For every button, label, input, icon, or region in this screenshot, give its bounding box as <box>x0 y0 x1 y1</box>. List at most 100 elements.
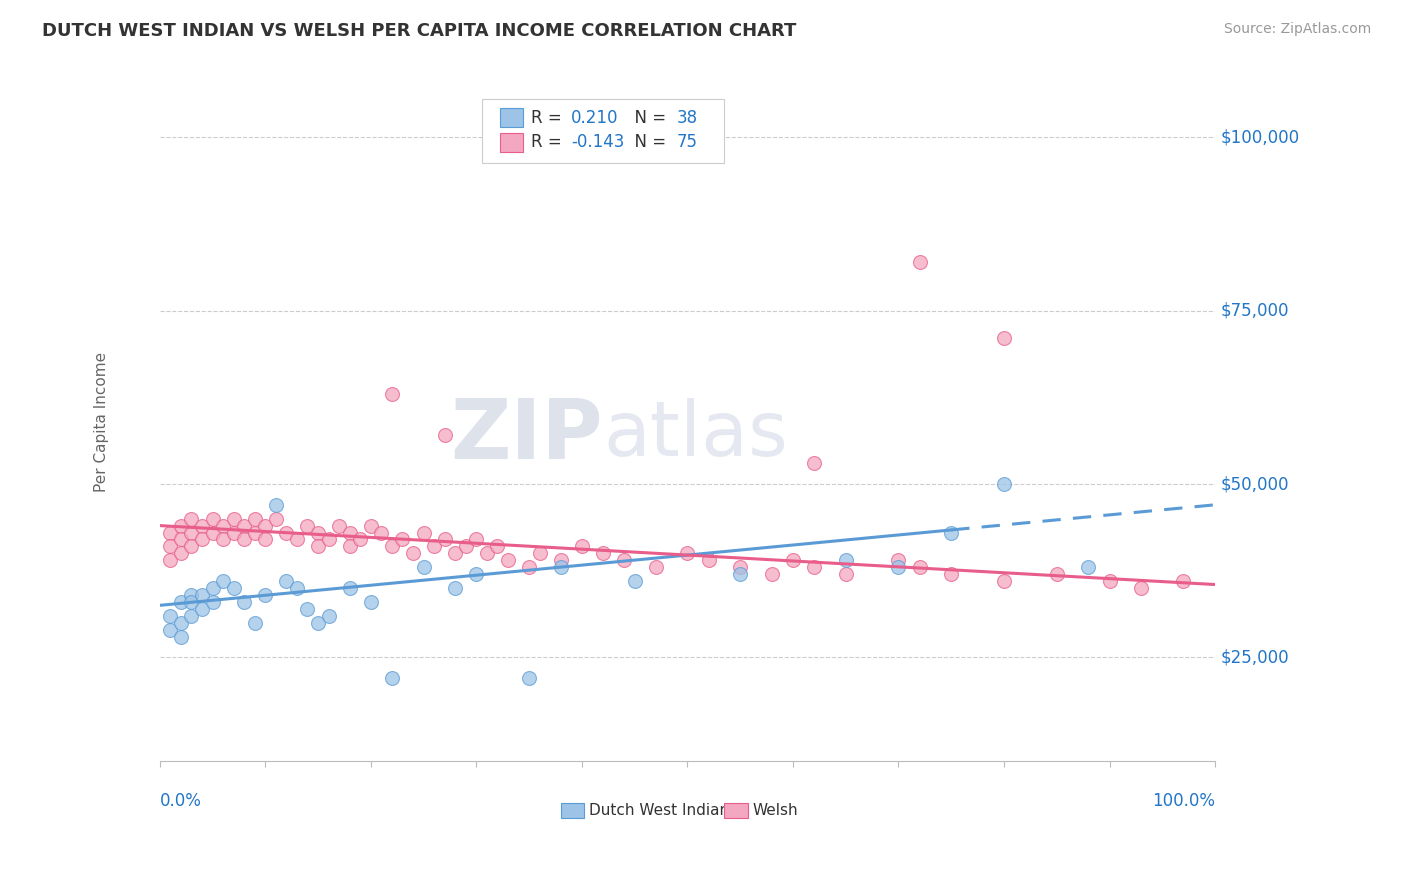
Point <box>180 525 202 540</box>
Point <box>370 525 392 540</box>
Point <box>908 560 931 574</box>
Point <box>170 518 193 533</box>
Point <box>1130 581 1153 595</box>
Point <box>908 255 931 269</box>
Point <box>254 588 277 602</box>
Bar <box>724 804 748 818</box>
Point <box>486 540 509 554</box>
Point <box>212 533 235 547</box>
Text: atlas: atlas <box>603 398 787 472</box>
Point <box>391 533 413 547</box>
Text: 0.210: 0.210 <box>571 109 619 127</box>
Bar <box>499 133 523 152</box>
Point <box>191 518 214 533</box>
Point <box>307 540 329 554</box>
Point <box>349 533 371 547</box>
Point <box>433 428 456 442</box>
Point <box>941 525 963 540</box>
Point <box>444 581 467 595</box>
Point <box>285 581 308 595</box>
Point <box>550 560 572 574</box>
Point <box>803 560 825 574</box>
Point <box>1173 574 1195 588</box>
Text: N =: N = <box>624 134 672 152</box>
Point <box>201 581 224 595</box>
Point <box>339 581 361 595</box>
Point <box>360 518 382 533</box>
Text: 100.0%: 100.0% <box>1152 792 1215 810</box>
Point <box>180 608 202 623</box>
Point <box>423 540 446 554</box>
Point <box>264 511 287 525</box>
Point <box>170 595 193 609</box>
Point <box>761 567 783 582</box>
Point <box>1046 567 1069 582</box>
Point <box>243 511 266 525</box>
Point <box>328 518 350 533</box>
Bar <box>499 109 523 128</box>
Text: 0.0%: 0.0% <box>160 792 201 810</box>
Point <box>517 560 540 574</box>
Point <box>285 533 308 547</box>
Point <box>191 533 214 547</box>
Point <box>412 560 434 574</box>
Text: 38: 38 <box>676 109 697 127</box>
Point <box>159 525 181 540</box>
Point <box>233 595 256 609</box>
Point <box>993 574 1015 588</box>
Point <box>529 546 551 560</box>
Point <box>191 588 214 602</box>
Text: R =: R = <box>531 109 567 127</box>
Point <box>180 511 202 525</box>
Point <box>993 331 1015 345</box>
Point <box>222 581 245 595</box>
Point <box>623 574 645 588</box>
Point <box>170 630 193 644</box>
Text: -0.143: -0.143 <box>571 134 624 152</box>
Point <box>834 553 856 567</box>
Point <box>496 553 519 567</box>
Point <box>728 560 751 574</box>
Point <box>834 567 856 582</box>
Point <box>159 608 181 623</box>
Point <box>233 518 256 533</box>
Point <box>339 540 361 554</box>
Text: Per Capita Income: Per Capita Income <box>94 351 110 491</box>
Point <box>243 525 266 540</box>
FancyBboxPatch shape <box>482 99 724 163</box>
Point <box>276 525 298 540</box>
Point <box>212 574 235 588</box>
Point <box>159 623 181 637</box>
Point <box>433 533 456 547</box>
Point <box>444 546 467 560</box>
Point <box>360 595 382 609</box>
Point <box>307 615 329 630</box>
Point <box>212 518 235 533</box>
Point <box>254 518 277 533</box>
Point <box>941 567 963 582</box>
Point <box>381 387 404 401</box>
Text: $50,000: $50,000 <box>1220 475 1289 493</box>
Point <box>170 546 193 560</box>
Point <box>233 533 256 547</box>
Point <box>276 574 298 588</box>
Point <box>782 553 804 567</box>
Point <box>201 511 224 525</box>
Point <box>613 553 636 567</box>
Text: N =: N = <box>624 109 672 127</box>
Point <box>170 533 193 547</box>
Point <box>159 553 181 567</box>
Point <box>297 602 319 616</box>
Point <box>571 540 593 554</box>
Point <box>201 525 224 540</box>
Point <box>402 546 425 560</box>
Point <box>728 567 751 582</box>
Point <box>381 671 404 685</box>
Point <box>254 533 277 547</box>
Point <box>517 671 540 685</box>
Point <box>887 560 910 574</box>
Point <box>1077 560 1099 574</box>
Text: Dutch West Indians: Dutch West Indians <box>589 803 737 818</box>
Point <box>318 533 340 547</box>
Text: Source: ZipAtlas.com: Source: ZipAtlas.com <box>1223 22 1371 37</box>
